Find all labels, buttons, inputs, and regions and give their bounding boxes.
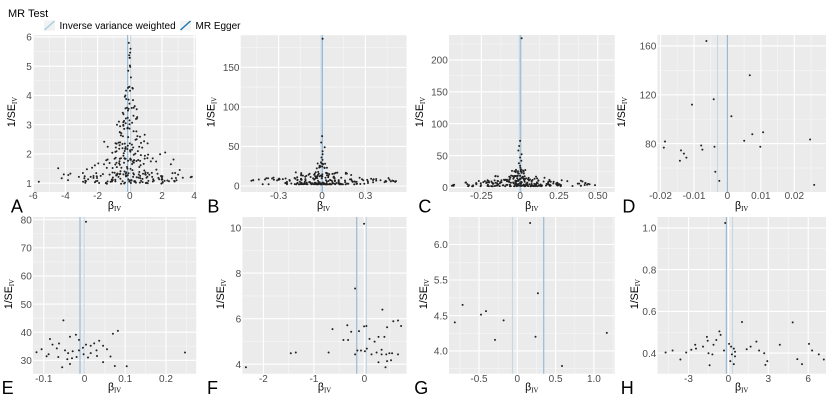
svg-text:0.3: 0.3 (358, 191, 372, 202)
svg-text:1/SEIV: 1/SEIV (6, 97, 19, 127)
svg-text:150: 150 (431, 88, 448, 99)
svg-text:H: H (621, 378, 634, 398)
svg-text:1/SEIV: 1/SEIV (3, 279, 16, 309)
svg-text:3: 3 (766, 374, 772, 385)
svg-text:1: 1 (26, 179, 32, 190)
svg-text:0: 0 (319, 191, 325, 202)
svg-text:60: 60 (21, 272, 33, 283)
svg-text:3: 3 (26, 120, 32, 131)
svg-text:0: 0 (127, 191, 133, 202)
svg-text:100: 100 (223, 103, 240, 114)
svg-text:-0.5: -0.5 (470, 374, 488, 385)
svg-text:40: 40 (21, 328, 33, 339)
svg-text:100: 100 (431, 119, 448, 130)
svg-text:160: 160 (640, 42, 657, 53)
svg-text:6: 6 (236, 314, 242, 325)
svg-text:8: 8 (236, 269, 242, 280)
svg-text:6.0: 6.0 (434, 240, 448, 251)
svg-text:2: 2 (26, 150, 32, 161)
svg-text:10: 10 (230, 223, 242, 234)
svg-text:0: 0 (82, 374, 88, 385)
svg-text:0.2: 0.2 (159, 374, 173, 385)
svg-text:50: 50 (21, 300, 33, 311)
svg-text:A: A (11, 196, 23, 216)
svg-text:-2: -2 (93, 191, 102, 202)
svg-text:MR Test: MR Test (8, 8, 48, 20)
svg-text:0: 0 (515, 374, 521, 385)
svg-text:0.4: 0.4 (642, 349, 656, 360)
svg-text:4.0: 4.0 (434, 347, 448, 358)
svg-text:50: 50 (437, 151, 449, 162)
svg-text:4: 4 (236, 360, 242, 371)
svg-text:0.25: 0.25 (549, 191, 569, 202)
svg-text:120: 120 (640, 91, 657, 102)
svg-text:F: F (207, 378, 218, 398)
svg-text:6: 6 (26, 33, 32, 44)
svg-text:0.8: 0.8 (642, 265, 656, 276)
svg-text:-4: -4 (61, 191, 70, 202)
svg-text:80: 80 (645, 139, 657, 150)
svg-text:80: 80 (21, 215, 33, 226)
svg-text:0: 0 (725, 191, 731, 202)
svg-text:30: 30 (21, 356, 33, 367)
svg-text:5: 5 (26, 62, 32, 73)
svg-text:1.0: 1.0 (587, 374, 601, 385)
svg-text:0: 0 (234, 182, 240, 193)
svg-text:-0.3: -0.3 (270, 191, 288, 202)
svg-text:-1: -1 (309, 374, 318, 385)
svg-text:MR Egger: MR Egger (196, 21, 242, 32)
svg-text:0.02: 0.02 (785, 191, 805, 202)
svg-text:B: B (207, 196, 219, 216)
svg-text:4: 4 (191, 191, 197, 202)
svg-text:G: G (414, 378, 428, 398)
svg-text:70: 70 (21, 244, 33, 255)
svg-text:1/SEIV: 1/SEIV (414, 97, 427, 127)
svg-text:1/SEIV: 1/SEIV (215, 279, 228, 309)
svg-text:-0.01: -0.01 (683, 191, 706, 202)
svg-text:-6: -6 (29, 191, 38, 202)
svg-text:1.0: 1.0 (642, 224, 656, 235)
svg-text:6: 6 (805, 374, 811, 385)
svg-text:0.01: 0.01 (751, 191, 771, 202)
svg-text:200: 200 (431, 56, 448, 67)
svg-text:0: 0 (362, 374, 368, 385)
svg-text:-2: -2 (259, 374, 268, 385)
svg-text:0.6: 0.6 (642, 307, 656, 318)
svg-text:D: D (622, 196, 635, 216)
svg-text:E: E (2, 378, 14, 398)
svg-text:-0.02: -0.02 (649, 191, 672, 202)
svg-text:5.5: 5.5 (434, 276, 448, 287)
svg-text:50: 50 (228, 142, 240, 153)
svg-text:C: C (418, 196, 431, 216)
svg-text:1/SEIV: 1/SEIV (418, 279, 431, 309)
svg-text:0.5: 0.5 (549, 374, 563, 385)
svg-text:0.50: 0.50 (588, 191, 608, 202)
svg-text:1/SEIV: 1/SEIV (206, 97, 219, 127)
svg-text:-3: -3 (684, 374, 693, 385)
svg-text:1/SEIV: 1/SEIV (616, 97, 629, 127)
svg-text:-0.1: -0.1 (35, 374, 53, 385)
svg-text:Inverse variance weighted: Inverse variance weighted (60, 21, 176, 32)
svg-text:0: 0 (517, 191, 523, 202)
svg-text:4.5: 4.5 (434, 311, 448, 322)
svg-text:4: 4 (26, 91, 32, 102)
svg-text:-0.25: -0.25 (470, 191, 493, 202)
svg-text:0: 0 (726, 374, 732, 385)
svg-text:0: 0 (442, 183, 448, 194)
svg-text:150: 150 (223, 63, 240, 74)
svg-text:0.1: 0.1 (118, 374, 132, 385)
svg-text:2: 2 (159, 191, 165, 202)
svg-text:1/SEIV: 1/SEIV (629, 279, 642, 309)
